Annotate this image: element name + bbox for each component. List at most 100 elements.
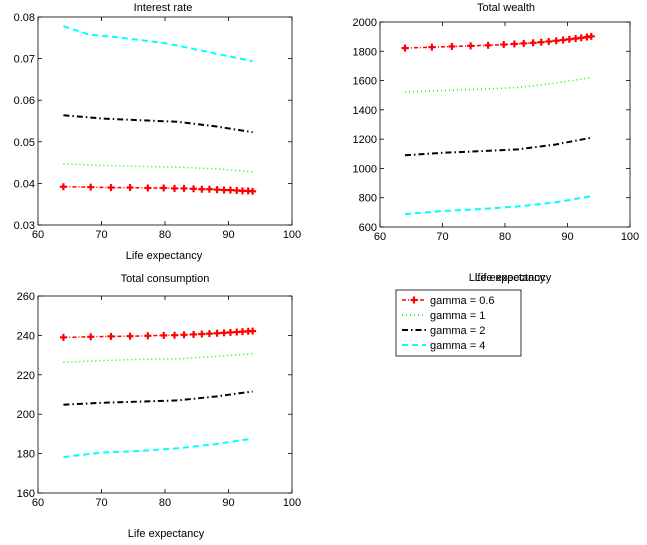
series-point xyxy=(190,185,198,193)
x-tick-label: 80 xyxy=(499,231,511,243)
series-point xyxy=(144,332,152,340)
series-point xyxy=(213,329,221,337)
series-line xyxy=(63,114,253,134)
x-tick-label: 90 xyxy=(222,229,234,241)
series-point xyxy=(226,186,234,194)
series-point xyxy=(180,184,188,192)
axes-box xyxy=(379,21,631,228)
legend-label: gamma = 2 xyxy=(430,325,485,337)
x-tick-label: 70 xyxy=(436,231,448,243)
series-point xyxy=(205,330,213,338)
x-tick-label: 100 xyxy=(283,497,301,509)
series-point xyxy=(529,39,537,47)
series-point xyxy=(500,41,508,49)
series-point xyxy=(59,333,67,341)
x-tick-label: 60 xyxy=(374,231,386,243)
series-point xyxy=(537,38,545,46)
series-line xyxy=(404,195,592,216)
series-line xyxy=(404,136,592,157)
legend-entry: gamma = 0.6 xyxy=(402,295,495,307)
x-tick-label: 70 xyxy=(95,497,107,509)
x-tick-label: 100 xyxy=(621,231,639,243)
panel-total-wealth: Total wealth Life expectancy 60 70 80 90 100… xyxy=(353,2,640,284)
y-tick-label: 1800 xyxy=(353,46,377,58)
series-point xyxy=(190,330,198,338)
chart-title: Total wealth xyxy=(477,2,535,14)
series-point xyxy=(467,42,475,50)
series-point xyxy=(545,37,553,45)
legend-label: gamma = 1 xyxy=(430,310,485,322)
plot-area: 60 70 80 90 100 0.03 0.04 0.05 0.06 0.07 0.08 xyxy=(14,12,302,241)
panel-interest-rate: Interest rate Life expectancy 60 70 80 90 10… xyxy=(14,2,302,262)
x-tick-label: 80 xyxy=(159,497,171,509)
plot-area: 60 70 80 90 100 600 800 1000 1200 1400 1600 1800 200… xyxy=(353,17,640,243)
y-tick-label: 0.03 xyxy=(14,220,35,232)
series-point xyxy=(428,43,436,51)
series-point xyxy=(448,42,456,50)
series-point xyxy=(249,327,257,335)
legend-label: gamma = 0.6 xyxy=(430,295,495,307)
x-axis-label: Life expectancy xyxy=(128,528,205,540)
chart-title: Interest rate xyxy=(134,2,193,14)
y-tick-label: 1600 xyxy=(353,76,377,88)
axes-box xyxy=(37,295,293,494)
y-tick-label: 2000 xyxy=(353,17,377,29)
legend-entry: gamma = 1 xyxy=(402,310,485,322)
panel-total-consumption: Total consumption Life expectancy 60 70 80… xyxy=(17,273,302,540)
y-tick-label: 0.07 xyxy=(14,54,35,66)
series-point xyxy=(559,36,567,44)
series-point xyxy=(484,41,492,49)
x-tick-label: 90 xyxy=(222,497,234,509)
y-tick-label: 200 xyxy=(17,409,35,421)
series-point xyxy=(198,330,206,338)
x-axis-label: Life expectancy xyxy=(126,250,203,262)
series-line xyxy=(63,390,253,406)
series-line xyxy=(63,437,253,459)
series-point xyxy=(160,331,168,339)
y-tick-label: 160 xyxy=(17,488,35,500)
x-tick-label: 60 xyxy=(32,497,44,509)
y-tick-label: 800 xyxy=(359,193,377,205)
series-point xyxy=(171,184,179,192)
y-tick-label: 0.08 xyxy=(14,12,35,24)
series-point xyxy=(87,183,95,191)
legend-label: gamma = 4 xyxy=(430,340,485,352)
series-point xyxy=(220,186,228,194)
series-point xyxy=(180,331,188,339)
y-tick-label: 1000 xyxy=(353,163,377,175)
series-point xyxy=(587,32,595,40)
legend-title: Life expectancy xyxy=(475,272,552,284)
y-tick-label: 260 xyxy=(17,291,35,303)
series-point xyxy=(510,40,518,48)
series-point xyxy=(213,186,221,194)
series-line xyxy=(63,25,253,63)
series-point xyxy=(107,184,115,192)
x-tick-label: 70 xyxy=(95,229,107,241)
y-tick-label: 240 xyxy=(17,330,35,342)
y-tick-label: 1400 xyxy=(353,105,377,117)
series-point xyxy=(59,183,67,191)
y-tick-label: 1200 xyxy=(353,134,377,146)
y-tick-label: 220 xyxy=(17,370,35,382)
series-point xyxy=(126,184,134,192)
y-tick-label: 0.04 xyxy=(14,178,35,190)
series-point xyxy=(107,332,115,340)
series-point xyxy=(144,184,152,192)
series-line xyxy=(404,76,592,93)
y-tick-label: 180 xyxy=(17,449,35,461)
y-tick-label: 0.05 xyxy=(14,137,35,149)
series-point xyxy=(87,333,95,341)
x-tick-label: 80 xyxy=(159,229,171,241)
plot-area: 60 70 80 90 100 160 180 200 220 240 260 xyxy=(17,291,302,509)
legend-entry: gamma = 4 xyxy=(402,340,485,352)
x-axis-label: Life expectancy xyxy=(469,272,546,284)
series-point xyxy=(401,44,409,52)
x-tick-label: 90 xyxy=(561,231,573,243)
series-point xyxy=(171,331,179,339)
series-point xyxy=(249,187,257,195)
legend-entry: gamma = 2 xyxy=(402,325,485,337)
chart-title: Total consumption xyxy=(121,273,210,285)
series-point xyxy=(565,35,573,43)
legend-box: Life expectancy gamma = 0.6 gamma = 1 gamma… xyxy=(395,272,552,357)
